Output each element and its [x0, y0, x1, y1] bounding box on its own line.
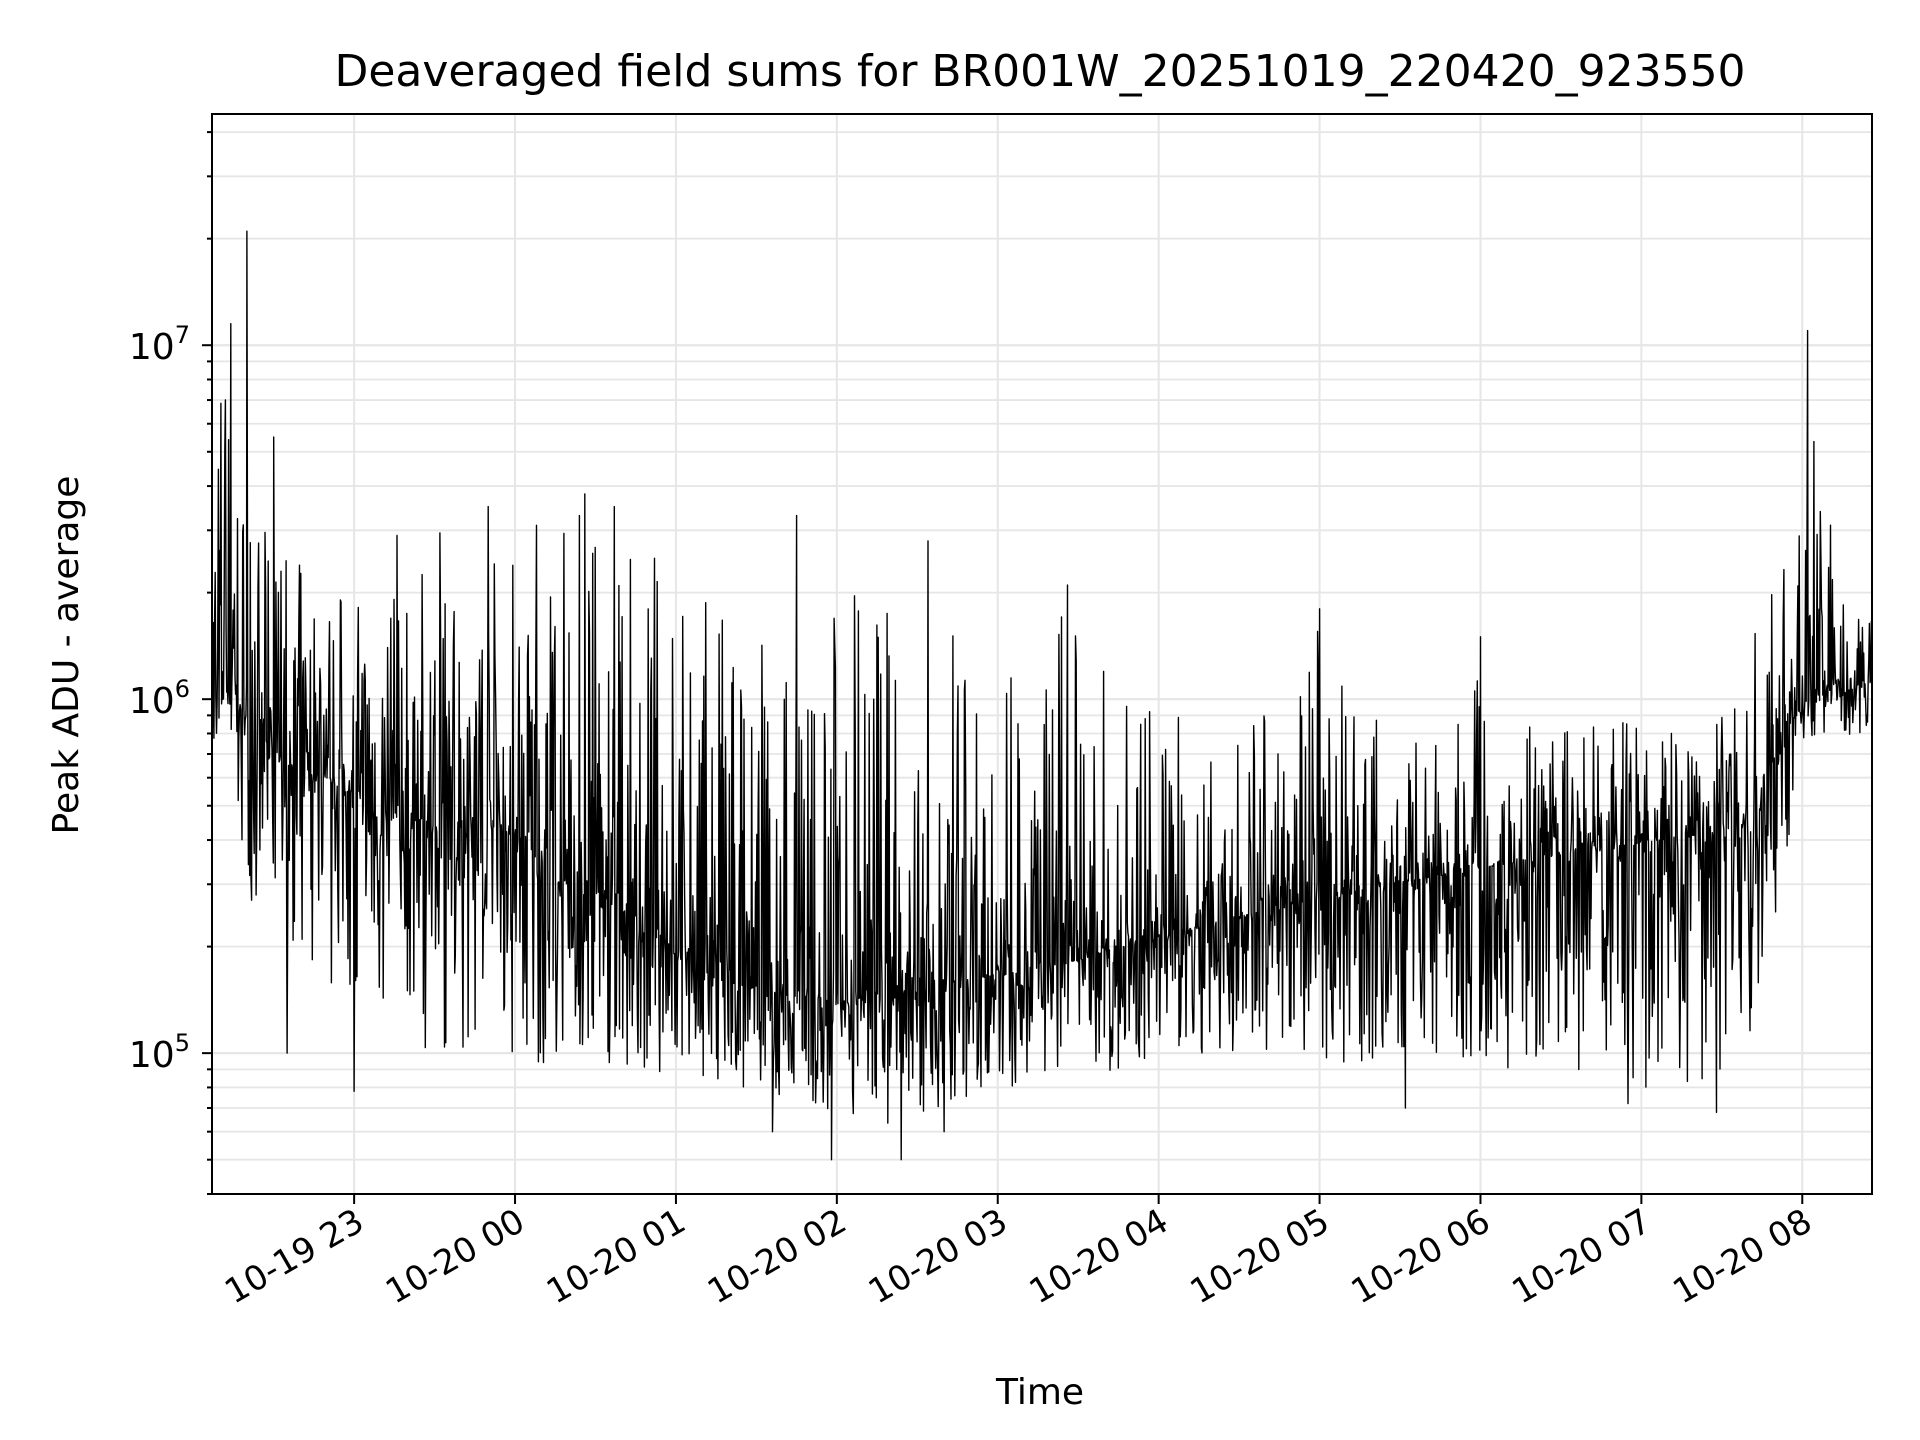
plot-frame [211, 113, 1873, 1195]
series-line [211, 230, 1873, 1161]
x-axis-label: Time [995, 1372, 1084, 1413]
y-axis-ticks: 105 106 107 [129, 131, 212, 1195]
series-layer [211, 230, 1873, 1161]
y-tick-label: 107 [129, 321, 190, 368]
y-tick-label: 106 [129, 675, 190, 722]
chart-title: Deaveraged field sums for BR001W_2025101… [334, 46, 1745, 97]
y-axis-label: Peak ADU - average [46, 476, 87, 835]
y-tick-label: 105 [129, 1029, 190, 1076]
